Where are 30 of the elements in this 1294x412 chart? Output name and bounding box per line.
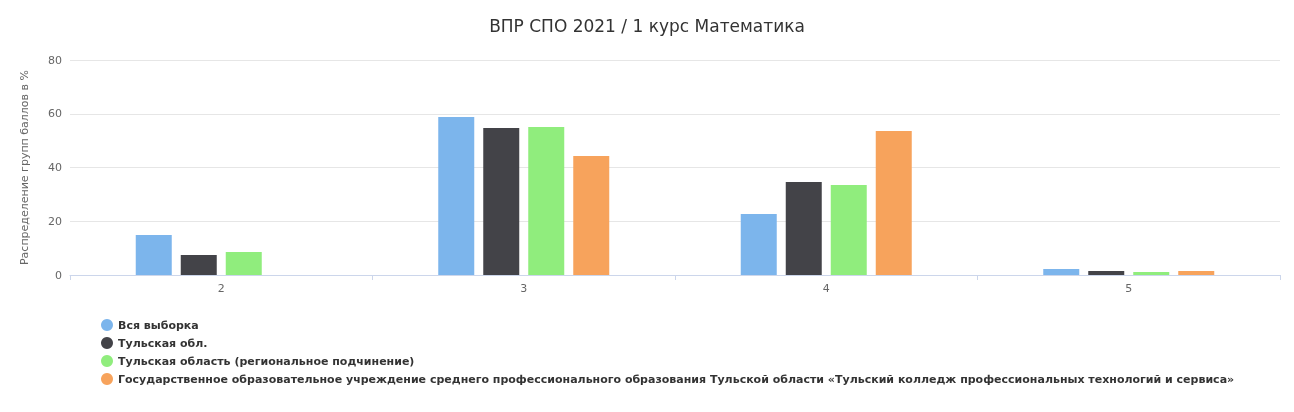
y-tick-label: 60 — [48, 107, 62, 121]
bar — [875, 130, 912, 275]
bar — [785, 182, 822, 275]
legend-label: Тульская обл. — [118, 336, 208, 350]
y-tick-label: 40 — [48, 161, 62, 174]
legend-label: Тульская область (региональное подчинение) — [118, 354, 415, 368]
x-tick-label: 3 — [520, 282, 528, 295]
y-tick-label: 0 — [55, 268, 62, 282]
y-axis-title: Распределение групп баллов в % — [18, 69, 31, 266]
bar — [483, 127, 520, 275]
bar — [225, 251, 262, 275]
bar — [830, 184, 867, 275]
legend-label: Государственное образовательное учреждение среднего профессионального образования Тульской области «Тульский колледж профессиональных технологий и сервиса» — [118, 372, 1235, 386]
x-tick-label: 5 — [1125, 282, 1133, 295]
bar — [740, 213, 777, 275]
bar — [1133, 272, 1170, 275]
bar — [438, 116, 475, 275]
chart-title: ВПР СПО 2021 / 1 курс Математика — [489, 15, 805, 36]
x-tick-label: 2 — [217, 282, 225, 295]
y-tick-label: 20 — [48, 214, 62, 228]
bar — [1178, 270, 1215, 275]
legend-label: Вся выборка — [118, 318, 199, 332]
bar — [135, 234, 172, 275]
bar — [1088, 270, 1125, 275]
bar — [180, 255, 217, 275]
bar — [1043, 269, 1080, 275]
bar — [573, 155, 610, 275]
y-tick-label: 80 — [48, 53, 62, 67]
bar — [528, 126, 565, 275]
x-tick-label: 4 — [822, 282, 830, 295]
